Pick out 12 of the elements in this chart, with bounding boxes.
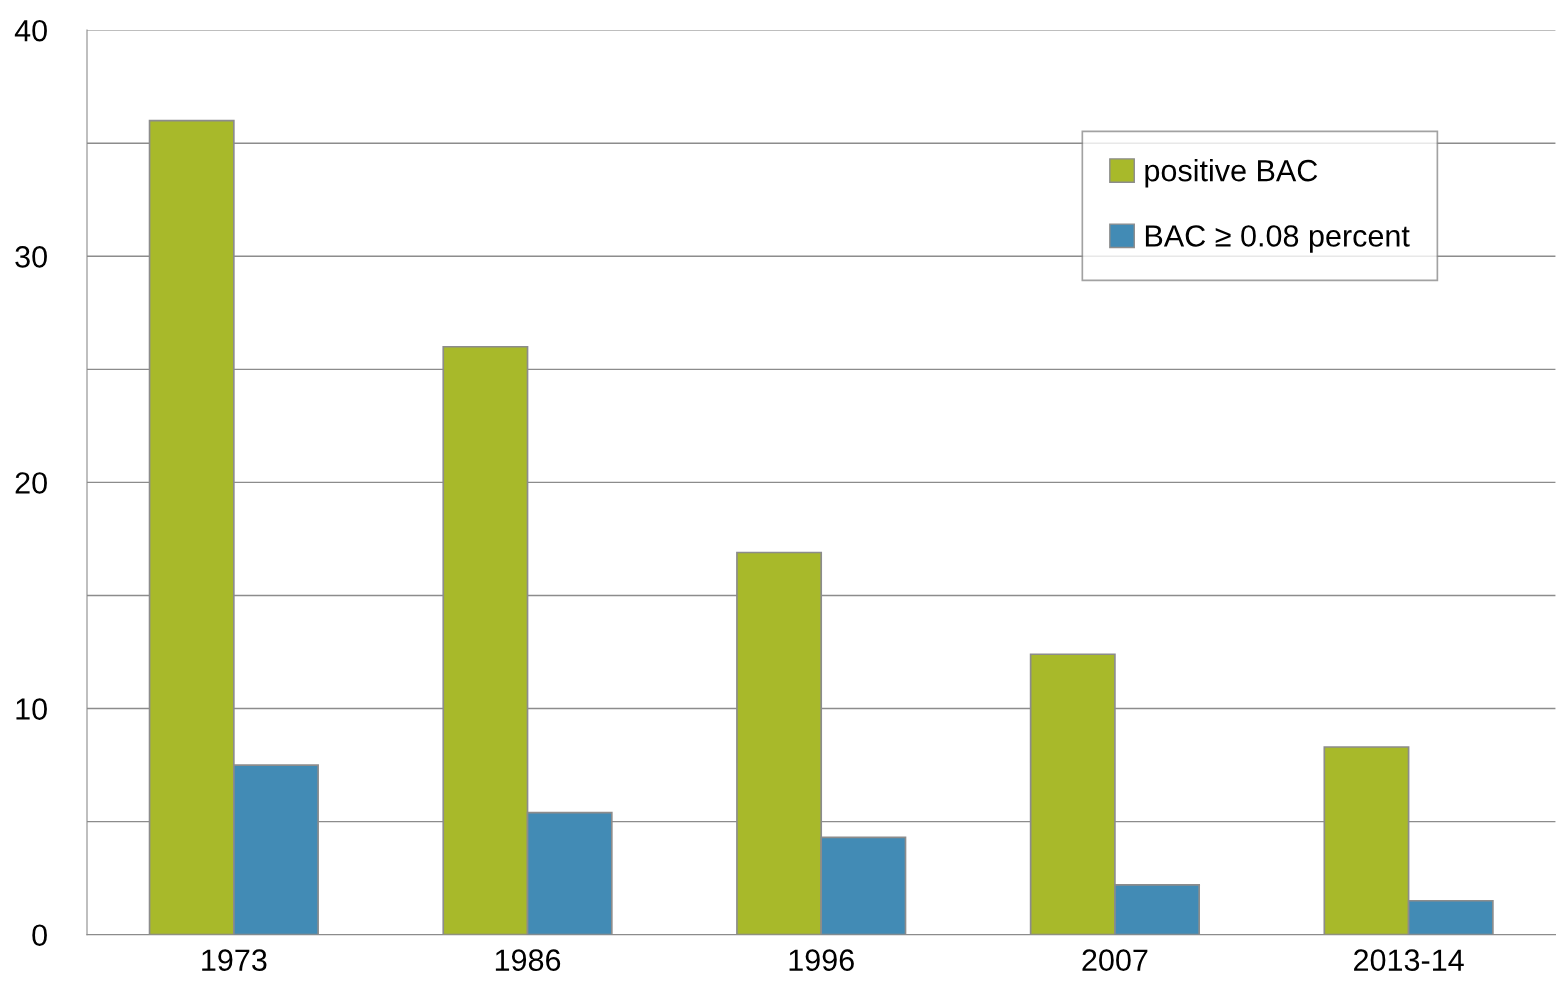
x-tick-label: 2007: [1082, 949, 1148, 971]
legend-label: BAC ≥ 0.08 percent: [1145, 225, 1410, 253]
y-tick-label: 30: [15, 246, 47, 268]
x-tick-label: 1996: [789, 949, 854, 971]
y-tick-label: 10: [16, 698, 47, 720]
x-tick-label: 1986: [495, 949, 561, 971]
y-tick-label: 40: [14, 19, 47, 42]
y-tick-label: 20: [15, 472, 47, 494]
y-tick-label: 0: [32, 924, 47, 947]
x-tick-label: 1973: [202, 949, 267, 971]
legend-label: positive BAC: [1145, 159, 1318, 188]
x-tick-label: 2013-14: [1354, 949, 1464, 971]
